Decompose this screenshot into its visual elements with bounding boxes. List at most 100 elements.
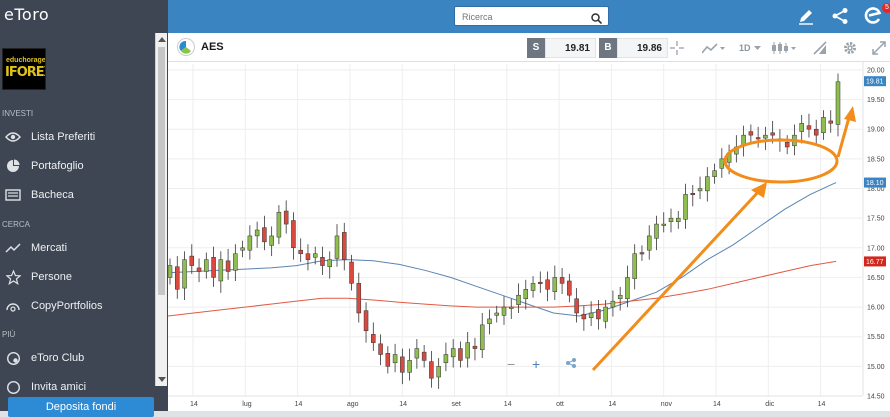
scroll-up-icon[interactable] [158,37,166,42]
scroll-thumb[interactable] [158,47,165,295]
candle [371,334,376,343]
candle [392,354,398,364]
candle [494,312,499,316]
candle [661,223,666,226]
scroll-down-icon[interactable] [158,377,166,382]
buy-price-box[interactable]: B 19.86 [599,38,668,58]
sidebar-item-invite[interactable]: Invita amici [0,376,168,398]
edit-icon[interactable] [796,6,816,26]
candle [407,360,412,373]
top-bar [168,0,890,33]
price-tag-label: 19.81 [866,79,884,86]
sidebar-item-watchlist[interactable]: Lista Preferiti [0,126,168,148]
sidebar-item-markets[interactable]: Mercati [0,237,168,259]
candle [784,142,790,148]
candle [450,348,456,358]
indicators-icon[interactable] [702,40,726,56]
notification-badge: 5 [882,3,890,13]
x-tick-label: ago [347,401,359,408]
y-tick-label: 19.50 [867,97,885,104]
zoom-controls[interactable]: − + [507,356,576,372]
instrument-logo [177,38,195,56]
candle [523,289,529,300]
candle [603,306,608,322]
x-tick-label: 14 [608,401,616,408]
candle [596,309,601,320]
y-tick-label: 16.00 [867,305,885,312]
chart-type-icon[interactable] [771,40,797,56]
candle [501,306,507,316]
search-icon[interactable] [591,11,603,29]
avatar[interactable]: educhorage IFOREX [2,48,46,90]
avatar-brand: IFOREX [5,65,45,80]
y-tick-label: 14.50 [867,394,885,401]
zoom-in-icon[interactable]: + [532,356,540,372]
chart-toolbar: AES S 19.81 B 19.86 1D [168,33,890,62]
price-chart[interactable]: 14.50 15.00 15.50 16.00 16.50 17.00 17.50 18.00… [167,62,890,411]
candle [530,283,536,291]
candle [472,345,478,349]
candle [465,342,470,359]
breakout-arrow-head [844,106,856,122]
sidebar-item-portfolio[interactable]: Portafoglio [0,155,168,177]
zoom-out-icon[interactable]: − [507,356,515,372]
candle [443,354,449,364]
sidebar-item-feed[interactable]: Bacheca [0,184,168,206]
club-icon [5,350,21,366]
sidebar-item-people[interactable]: Persone [0,266,168,288]
candle [269,235,274,246]
candle [247,235,253,251]
candle [400,356,405,373]
price-axis: 14.50 15.00 15.50 16.00 16.50 17.00 17.50 18.00… [862,62,886,401]
notifications-icon[interactable] [864,6,884,26]
candle [719,158,725,169]
fullscreen-icon[interactable] [872,40,886,56]
candle [705,176,710,192]
price-chart-svg[interactable]: 14.50 15.00 15.50 16.00 16.50 17.00 17.50 18.00… [167,62,890,411]
search-input[interactable] [455,8,585,26]
ma-line-short [167,182,837,317]
instrument-ticker: AES [201,41,224,53]
sidebar-item-label: Lista Preferiti [31,131,96,143]
sidebar-item-copyportfolios[interactable]: CopyPortfolios [0,295,168,317]
pie-chart-icon [5,158,21,174]
candle [668,217,674,222]
etoro-logo[interactable]: eToro [4,5,50,24]
sidebar-item-etoro-club[interactable]: eToro Club [0,347,168,369]
candle [167,265,173,278]
candle [218,259,224,282]
sidebar-scrollbar[interactable] [155,33,167,386]
candle [835,81,841,125]
sell-price-box[interactable]: S 19.81 [527,38,596,58]
section-more: PIÙ [2,330,16,339]
candle [254,229,260,237]
copy-portfolio-icon [5,298,21,314]
candle [748,131,754,136]
drawing-tools-icon[interactable] [813,40,829,56]
candle [342,232,347,260]
invite-icon [5,379,21,395]
candle [378,343,383,355]
candlesticks [167,73,841,389]
sidebar-item-label: Portafoglio [31,160,84,172]
y-tick-label: 19.00 [867,127,885,134]
candle [196,267,202,272]
chart-share-icon[interactable] [566,358,576,368]
sell-price: 19.81 [545,38,596,58]
buy-price: 19.86 [617,38,668,58]
crosshair-icon[interactable] [670,40,684,56]
candle [182,259,187,289]
buy-label: B [599,38,617,58]
y-tick-label: 17.00 [867,245,885,252]
y-tick-label: 18.50 [867,156,885,163]
candle [262,227,267,243]
sell-label: S [527,38,545,58]
share-icon[interactable] [830,6,850,26]
timeframe-select[interactable]: 1D [739,40,762,56]
deposit-funds-button[interactable]: Deposita fondi [8,397,154,417]
candle [175,266,180,290]
settings-gear-icon[interactable] [843,40,857,56]
candle [509,306,514,309]
x-tick-label: set [452,401,461,408]
search-box[interactable] [454,6,609,26]
